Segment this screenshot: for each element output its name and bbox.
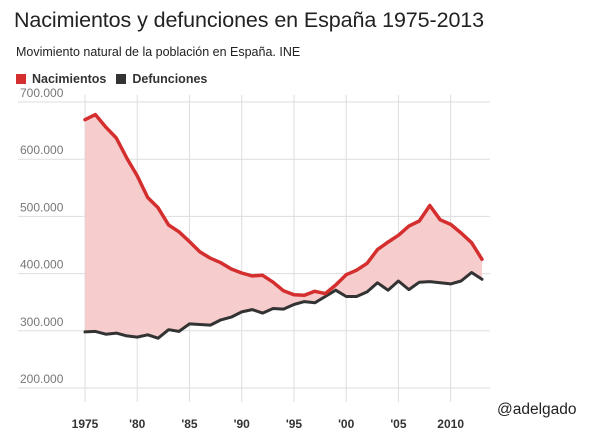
y-tick-label-5: 700.000 [20, 86, 64, 100]
y-tick-label-0: 200.000 [20, 372, 64, 386]
x-tick-label-7: 2010 [437, 417, 464, 431]
legend-label-deaths: Defunciones [132, 72, 208, 86]
y-tick-label-3: 500.000 [20, 200, 64, 214]
x-tick-label-3: '90 [234, 417, 251, 431]
y-tick-label-4: 600.000 [20, 143, 64, 157]
series-line-nacimientos [83, 112, 484, 298]
x-tick-label-5: '00 [338, 417, 355, 431]
legend: Nacimientos Defunciones [16, 72, 217, 86]
chart-title: Nacimientos y defunciones en España 1975… [14, 8, 485, 32]
x-tick-label-1: '80 [129, 417, 146, 431]
author-credit: @adelgado [497, 401, 577, 418]
legend-item-deaths: Defunciones [116, 72, 207, 86]
gap-area [85, 114, 482, 339]
legend-item-births: Nacimientos [16, 72, 106, 86]
x-tick-label-2: '85 [181, 417, 198, 431]
x-tick-label-6: '05 [390, 417, 407, 431]
y-tick-label-1: 300.000 [20, 315, 64, 329]
x-tick-label-0: 1975 [72, 417, 99, 431]
chart-subtitle: Movimiento natural de la población en Es… [16, 45, 301, 59]
series-line-defunciones [83, 271, 484, 340]
legend-swatch-births [16, 74, 26, 84]
legend-label-births: Nacimientos [32, 72, 107, 86]
x-tick-label-4: '95 [286, 417, 303, 431]
legend-swatch-deaths [116, 74, 127, 84]
y-tick-label-2: 400.000 [20, 258, 64, 272]
